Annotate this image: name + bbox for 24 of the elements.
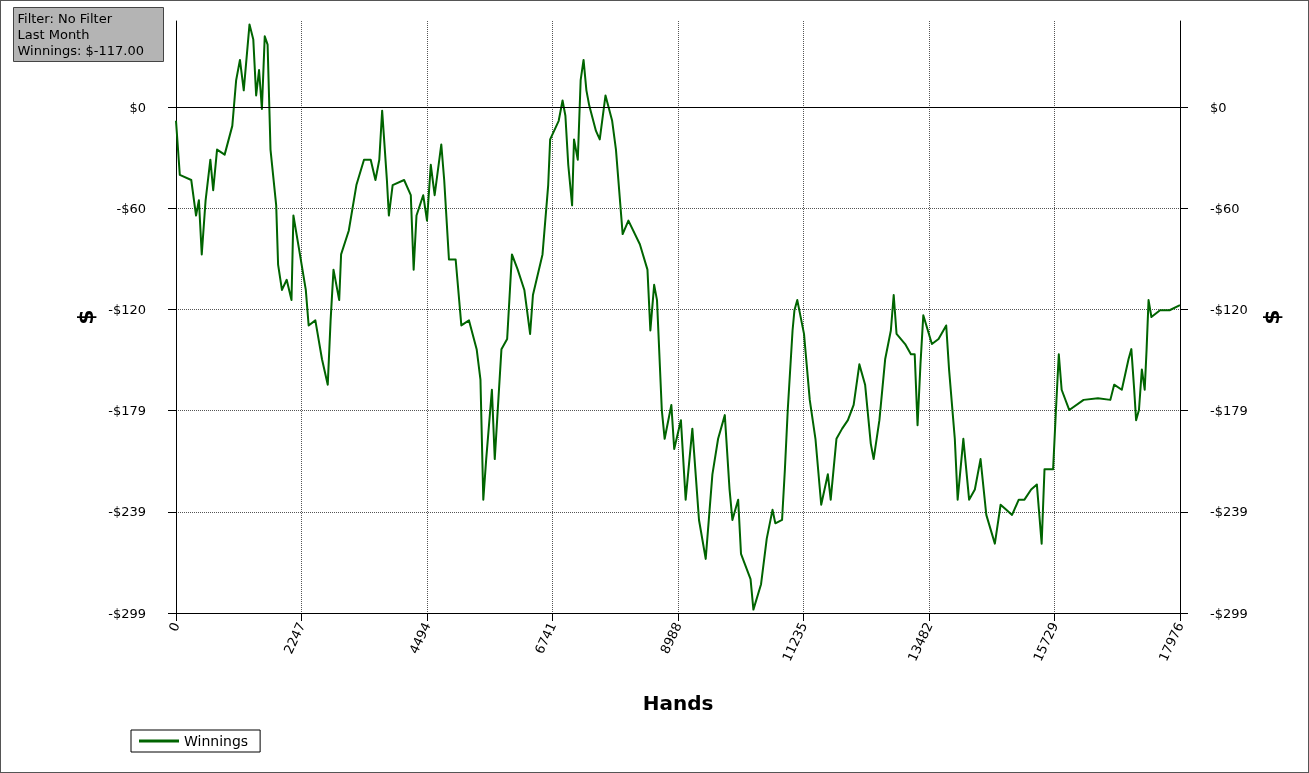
x-axis-title: Hands bbox=[642, 691, 714, 715]
text: Winnings: $-117.00 bbox=[17, 43, 144, 58]
x-tick-label: 4494 bbox=[406, 619, 434, 657]
x-tick-label: 6741 bbox=[531, 619, 560, 657]
text: Last Month bbox=[17, 27, 90, 42]
y2-tick-label: -$299 bbox=[1210, 605, 1248, 621]
text: Filter: No Filter bbox=[17, 11, 113, 26]
y2-tick-label: -$60 bbox=[1210, 200, 1240, 216]
y-tick-label: -$299 bbox=[108, 605, 146, 621]
y-tick-label: -$239 bbox=[108, 504, 146, 520]
y2-axis-title: $ bbox=[1258, 309, 1284, 325]
x-tick-label: 0 bbox=[165, 619, 183, 634]
y2-tick-label: $0 bbox=[1210, 99, 1227, 115]
legend-label: Winnings bbox=[184, 733, 249, 749]
y-tick-label: -$60 bbox=[116, 200, 146, 216]
y2-tick-label: -$120 bbox=[1210, 302, 1248, 318]
y-tick-label: -$120 bbox=[108, 302, 146, 318]
x-tick-label: 8988 bbox=[657, 619, 685, 657]
y2-tick-label: -$179 bbox=[1210, 403, 1248, 419]
y-tick-label: -$179 bbox=[108, 403, 146, 419]
y-tick-label: $0 bbox=[129, 99, 146, 115]
y2-tick-label: -$239 bbox=[1210, 504, 1248, 520]
x-tick-label: 2247 bbox=[280, 619, 309, 657]
y-axis-title: $ bbox=[72, 309, 98, 325]
